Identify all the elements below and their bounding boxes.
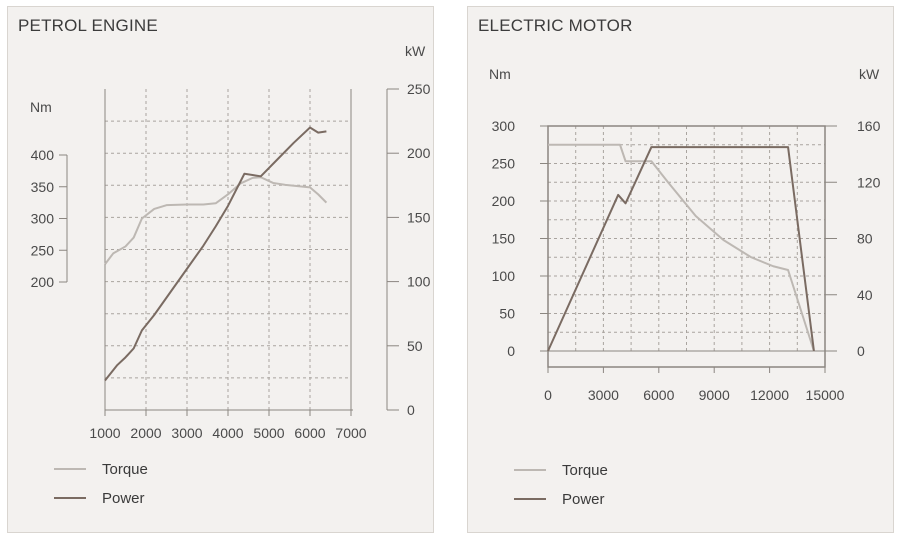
- left-tick-label: 250: [31, 242, 55, 258]
- right-tick-label: 100: [407, 274, 431, 290]
- left-axis-label-nm: Nm: [489, 66, 511, 82]
- electric-motor-panel: ELECTRIC MOTOR 0 3000 6000 9000 12000 15000 0 5…: [467, 6, 894, 533]
- right-tick-label: 150: [407, 209, 431, 225]
- legend-swatch-power: [54, 497, 86, 499]
- power-series-line: [547, 146, 815, 352]
- left-tick-label: 250: [492, 156, 516, 172]
- x-tick-label: 12000: [750, 387, 789, 403]
- left-tick-label: 300: [492, 118, 516, 134]
- x-tick-label: 5000: [253, 425, 284, 441]
- petrol-chart: 1000 2000 3000 4000 5000 6000 7000 0 50 100 150 200…: [30, 43, 431, 441]
- right-tick-label: 120: [857, 174, 881, 190]
- left-tick-label: 0: [507, 343, 515, 359]
- x-tick-label: 3000: [588, 387, 619, 403]
- electric-legend-power: Power: [514, 489, 605, 509]
- legend-swatch-torque: [54, 468, 86, 470]
- left-tick-label: 300: [31, 211, 55, 227]
- x-tick-label: 1000: [89, 425, 120, 441]
- left-tick-label: 100: [492, 268, 516, 284]
- legend-label-power: Power: [102, 489, 145, 507]
- electric-chart-title: ELECTRIC MOTOR: [478, 16, 633, 35]
- legend-swatch-power: [514, 498, 546, 500]
- power-series-line: [104, 126, 327, 382]
- right-axis-label-kw: kW: [859, 66, 880, 82]
- left-tick-label: 350: [31, 179, 55, 195]
- legend-swatch-torque: [514, 469, 546, 471]
- left-tick-label: 200: [492, 193, 516, 209]
- electric-legend-torque: Torque: [514, 460, 608, 480]
- right-tick-label: 50: [407, 338, 423, 354]
- right-tick-label: 0: [857, 343, 865, 359]
- x-tick-label: 0: [544, 387, 552, 403]
- left-tick-label: 150: [492, 231, 516, 247]
- x-tick-label: 9000: [699, 387, 730, 403]
- right-tick-label: 200: [407, 145, 431, 161]
- right-axis-label-kw: kW: [405, 43, 426, 59]
- electric-chart: 0 3000 6000 9000 12000 1500005010015020025030…: [489, 66, 881, 403]
- right-tick-label: 0: [407, 402, 415, 418]
- legend-label-torque: Torque: [562, 461, 608, 479]
- plot-frame: [547, 125, 826, 368]
- legend-label-torque: Torque: [102, 460, 148, 478]
- right-tick-label: 80: [857, 231, 873, 247]
- right-tick-label: 250: [407, 81, 431, 97]
- left-axis-label-nm: Nm: [30, 99, 52, 115]
- x-tick-label: 6000: [294, 425, 325, 441]
- torque-series-line: [548, 143, 815, 352]
- petrol-legend-power: Power: [54, 488, 145, 508]
- x-tick-label: 2000: [130, 425, 161, 441]
- x-tick-label: 7000: [335, 425, 366, 441]
- right-tick-label: 160: [857, 118, 881, 134]
- right-tick-label: 40: [857, 287, 873, 303]
- petrol-legend-torque: Torque: [54, 459, 148, 479]
- petrol-chart-title: PETROL ENGINE: [18, 16, 158, 35]
- x-tick-label: 15000: [806, 387, 845, 403]
- left-tick-label: 50: [499, 306, 515, 322]
- x-tick-label: 3000: [171, 425, 202, 441]
- left-tick-label: 200: [31, 274, 55, 290]
- left-tick-label: 400: [31, 147, 55, 163]
- legend-label-power: Power: [562, 490, 605, 508]
- x-tick-label: 6000: [643, 387, 674, 403]
- torque-series-line: [104, 176, 328, 265]
- x-tick-label: 4000: [212, 425, 243, 441]
- petrol-engine-panel: PETROL ENGINE 1000 2000 3000 4000 5000 6000 70…: [7, 6, 434, 533]
